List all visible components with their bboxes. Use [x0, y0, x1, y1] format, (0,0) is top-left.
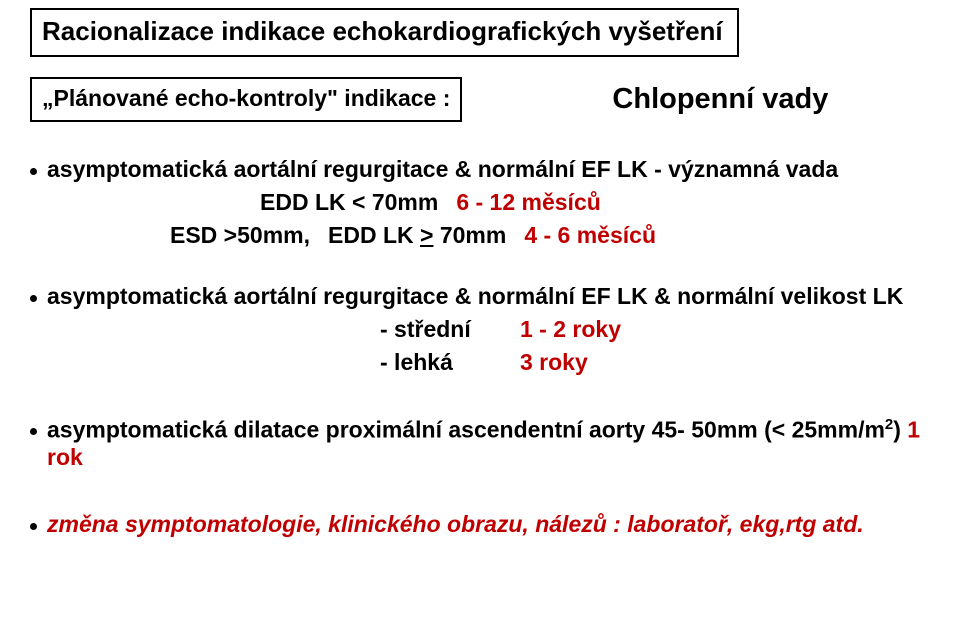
bullet-3-text: asymptomatická dilatace proximální ascen…	[47, 416, 930, 471]
b1-l2-value: 4 - 6 měsíců	[524, 222, 656, 249]
bullet-dot-icon	[30, 168, 37, 175]
b1-l2-post: 70mm	[433, 222, 506, 248]
subtitle-row: „Plánované echo-kontroly" indikace : Chl…	[30, 77, 930, 122]
spacer	[506, 222, 524, 249]
bullet-4: změna symptomatologie, klinického obrazu…	[30, 511, 930, 538]
b1-l1-value: 6 - 12 měsíců	[456, 189, 600, 216]
bullet-4-text: změna symptomatologie, klinického obrazu…	[47, 511, 864, 538]
b1-l2-prefix: ESD >50mm,	[170, 222, 310, 249]
b2-l2-label: - lehká	[380, 349, 520, 376]
bullet-2-line-2: - lehká 3 roky	[380, 349, 930, 376]
subtitle-box: „Plánované echo-kontroly" indikace :	[30, 77, 462, 122]
b3-b: )	[893, 417, 907, 443]
b1-l2-gt: >	[420, 222, 433, 248]
bullet-3: asymptomatická dilatace proximální ascen…	[30, 416, 930, 471]
section-gap	[30, 477, 930, 511]
bullet-2-text: asymptomatická aortální regurgitace & no…	[47, 283, 903, 310]
b3-a: asymptomatická dilatace proximální ascen…	[47, 417, 885, 443]
bullet-2: asymptomatická aortální regurgitace & no…	[30, 283, 930, 310]
section-heading: Chlopenní vady	[612, 83, 828, 116]
b2-l1-value: 1 - 2 roky	[520, 316, 621, 343]
b1-l2-pre: EDD LK	[328, 222, 420, 248]
bullet-1-text: asymptomatická aortální regurgitace & no…	[47, 156, 838, 183]
bullet-dot-icon	[30, 295, 37, 302]
spacer	[438, 189, 456, 216]
subtitle-text: „Plánované echo-kontroly" indikace :	[42, 85, 450, 111]
slide-page: Racionalizace indikace echokardiografick…	[0, 0, 960, 564]
bullet-1-line-1: EDD LK < 70mm 6 - 12 měsíců	[260, 189, 930, 216]
bullet-2-line-1: - střední 1 - 2 roky	[380, 316, 930, 343]
bullet-1-line-2: ESD >50mm, EDD LK > 70mm 4 - 6 měsíců	[170, 222, 930, 249]
b2-l2-value: 3 roky	[520, 349, 588, 376]
b2-l1-label: - střední	[380, 316, 520, 343]
spacer	[310, 222, 328, 249]
b3-sup: 2	[885, 416, 893, 433]
section-gap	[30, 382, 930, 416]
title-box: Racionalizace indikace echokardiografick…	[30, 8, 739, 57]
bullet-dot-icon	[30, 523, 37, 530]
b1-l2-label: EDD LK > 70mm	[328, 222, 506, 249]
page-title: Racionalizace indikace echokardiografick…	[42, 16, 723, 46]
b1-l1-label: EDD LK < 70mm	[260, 189, 438, 216]
bullet-dot-icon	[30, 428, 37, 435]
section-gap	[30, 255, 930, 283]
bullet-1: asymptomatická aortální regurgitace & no…	[30, 156, 930, 183]
